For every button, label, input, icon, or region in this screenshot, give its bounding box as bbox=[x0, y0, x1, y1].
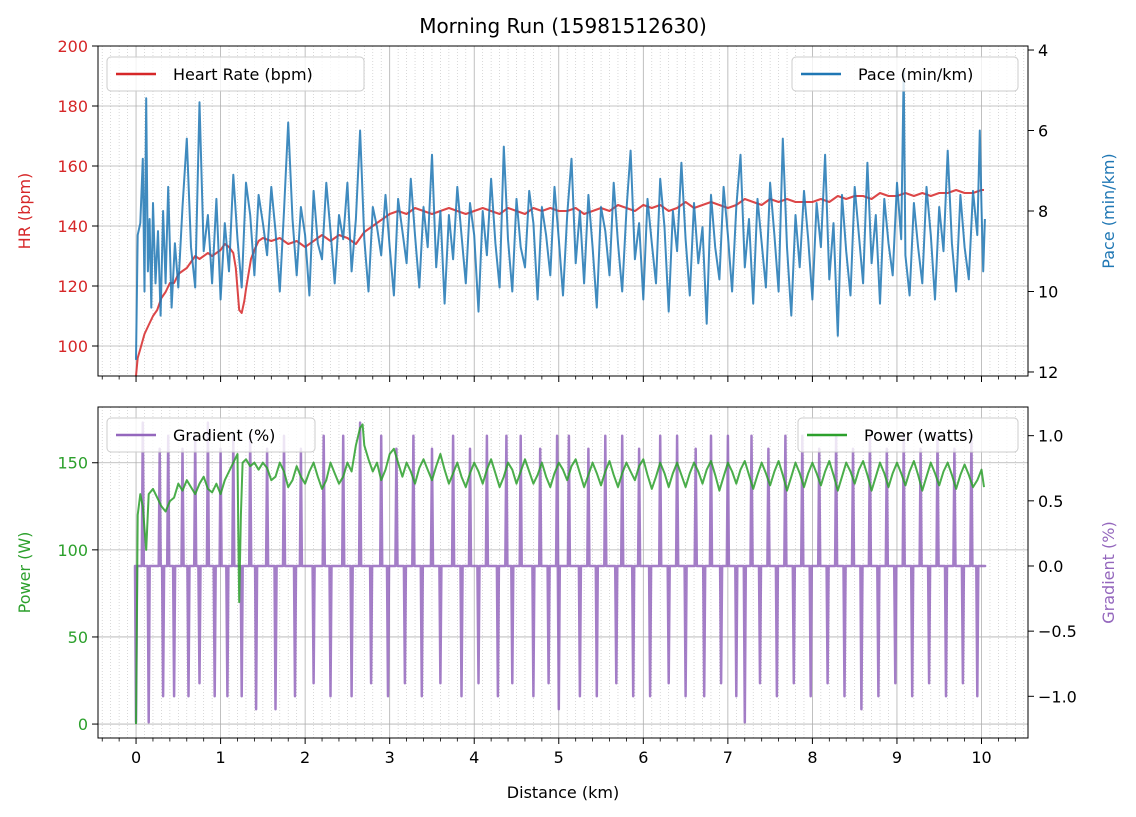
x-tick-label: 6 bbox=[638, 748, 648, 767]
legend-pace: Pace (min/km) bbox=[791, 56, 1019, 92]
axes-frame bbox=[97, 406, 1029, 739]
y-right-tick-label: 12 bbox=[1038, 363, 1058, 382]
x-tick-label: 7 bbox=[723, 748, 733, 767]
y-right-axis-label: Pace (min/km) bbox=[1099, 153, 1118, 268]
legend-power: Power (watts) bbox=[797, 417, 1019, 453]
legend-heart-rate-box bbox=[106, 56, 365, 92]
y-right-tick-label: 8 bbox=[1038, 202, 1048, 221]
legend-power-box bbox=[797, 417, 1019, 453]
y-left-tick-label: 160 bbox=[57, 157, 88, 176]
series-lines bbox=[135, 69, 986, 376]
legend-gradient-box bbox=[106, 417, 316, 453]
heart-rate-line bbox=[135, 189, 984, 376]
x-tick-label: 3 bbox=[385, 748, 395, 767]
pace-line bbox=[135, 69, 986, 360]
y-right-tick-label: 0.5 bbox=[1038, 492, 1063, 511]
series-lines bbox=[133, 421, 987, 725]
legend-power-label: Power (watts) bbox=[864, 426, 974, 445]
legend-heart-rate: Heart Rate (bpm) bbox=[106, 56, 365, 92]
y-right-tick-label: 1.0 bbox=[1038, 427, 1063, 446]
y-right-tick-label: −0.5 bbox=[1038, 622, 1077, 641]
x-tick-label: 10 bbox=[971, 748, 991, 767]
y-left-tick-label: 120 bbox=[57, 277, 88, 296]
y-left-tick-label: 150 bbox=[57, 454, 88, 473]
y-right-axis-label: Gradient (%) bbox=[1099, 521, 1118, 623]
y-right-tick-label: 4 bbox=[1038, 41, 1048, 60]
legend-heart-rate-label: Heart Rate (bpm) bbox=[173, 65, 313, 84]
y-right-tick-label: 6 bbox=[1038, 122, 1048, 141]
y-left-tick-label: 50 bbox=[68, 628, 88, 647]
y-left-tick-label: 100 bbox=[57, 541, 88, 560]
x-tick-label: 9 bbox=[892, 748, 902, 767]
y-left-axis-label: HR (bpm) bbox=[15, 173, 34, 250]
x-tick-label: 8 bbox=[807, 748, 817, 767]
chart-title: Morning Run (15981512630) bbox=[419, 14, 707, 38]
x-tick-label: 1 bbox=[215, 748, 225, 767]
power-line bbox=[135, 423, 985, 725]
legend-gradient-label: Gradient (%) bbox=[173, 426, 275, 445]
bottom-panel: 0 1 2 3 4 5 6 7 8 9 100501001501.00.50.0−0.5−1.0Po… bbox=[15, 406, 1118, 767]
y-right-tick-label: −1.0 bbox=[1038, 687, 1077, 706]
top-panel: 100 120 140 160 180 200 4 6 8 10 12 HR (bpm) Pace (m… bbox=[15, 37, 1118, 382]
x-tick-label: 0 bbox=[131, 748, 141, 767]
gradient-line bbox=[133, 421, 987, 724]
y-left-axis-label: Power (W) bbox=[15, 532, 34, 614]
y-left-tick-label: 200 bbox=[57, 37, 88, 56]
legend-pace-label: Pace (min/km) bbox=[858, 65, 973, 84]
y-right-tick-label: 10 bbox=[1038, 282, 1058, 301]
y-left-tick-label: 140 bbox=[57, 217, 88, 236]
y-left-tick-label: 100 bbox=[57, 337, 88, 356]
legend-gradient: Gradient (%) bbox=[106, 417, 316, 453]
x-tick-label: 4 bbox=[469, 748, 479, 767]
y-left-tick-label: 0 bbox=[78, 715, 88, 734]
y-right-tick-label: 0.0 bbox=[1038, 557, 1063, 576]
x-tick-label: 2 bbox=[300, 748, 310, 767]
x-axis-label: Distance (km) bbox=[507, 783, 619, 802]
y-left-tick-label: 180 bbox=[57, 97, 88, 116]
x-tick-label: 5 bbox=[554, 748, 564, 767]
legend-pace-box bbox=[791, 56, 1019, 92]
